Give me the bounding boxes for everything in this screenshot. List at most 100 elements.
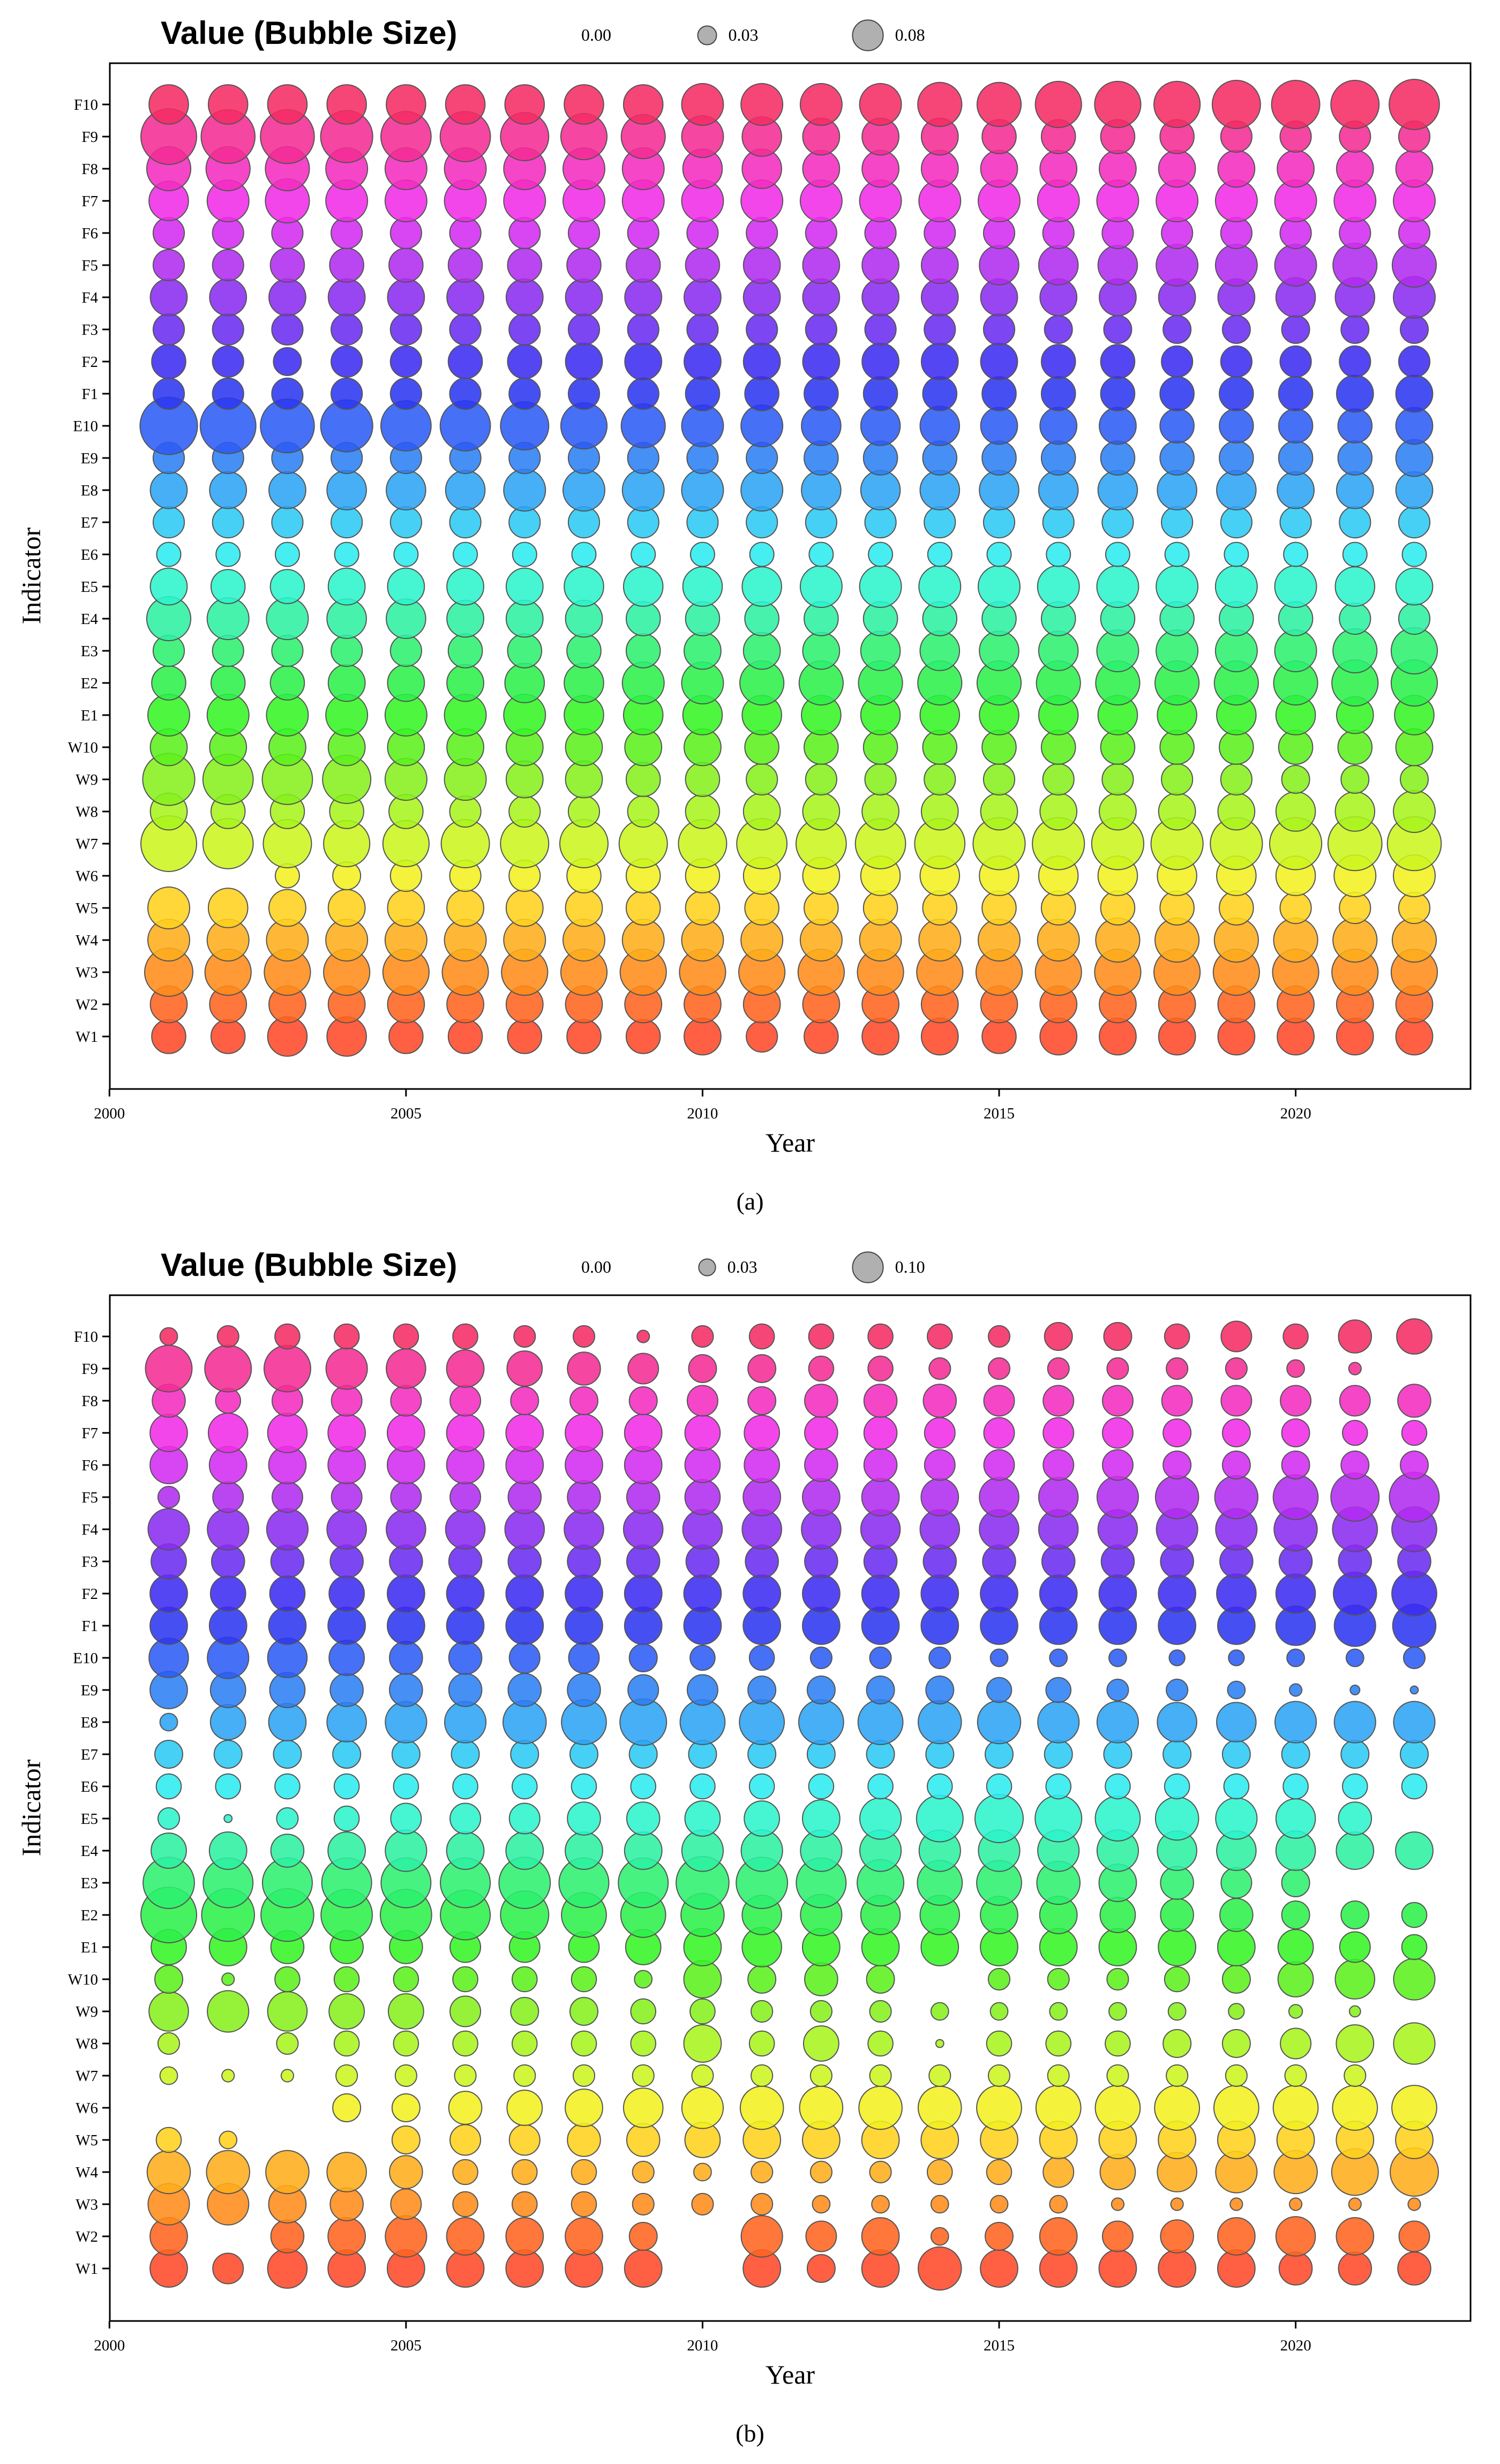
bubble-F7-2007 (505, 1414, 544, 1452)
bubble-E6-2016 (1046, 542, 1071, 567)
bubble-F10-2004 (326, 84, 367, 125)
bubble-E5-2019 (1215, 1797, 1258, 1840)
bubble-E3-2005 (389, 634, 422, 667)
bubble-F5-2010 (685, 247, 721, 283)
y-tick-label: E10 (73, 418, 98, 435)
bubble-E9-2012 (806, 1676, 836, 1704)
bubble-F10-2008 (564, 84, 604, 125)
bubble-W9-2007 (510, 1997, 539, 2026)
bubble-E4-2006 (446, 1831, 485, 1870)
bubble-E5-2003 (269, 569, 305, 604)
bubble-E8-2012 (801, 470, 842, 510)
bubble-E5-2008 (567, 1801, 601, 1836)
bubble-E3-2019 (1220, 1867, 1252, 1899)
bubble-E8-2013 (857, 1699, 904, 1745)
bubble-F10-2011 (748, 1323, 775, 1350)
bubble-W2-2013 (861, 2217, 900, 2256)
bubble-W2-2012 (805, 2220, 837, 2252)
bubble-E8-2021 (1336, 471, 1374, 509)
bubble-W8-2022 (1393, 790, 1436, 833)
bubble-F4-2010 (684, 278, 722, 317)
bubble-F2-2018 (1158, 1574, 1197, 1613)
bubble-E10-2019 (1219, 408, 1254, 444)
bubble-F7-2019 (1221, 1418, 1251, 1447)
bubble-W4-2013 (869, 2160, 892, 2184)
bubble-W4-2020 (1273, 917, 1318, 963)
bubble-F4-2003 (268, 278, 306, 317)
bubble-F1-2001 (152, 377, 185, 410)
bubble-E3-2010 (684, 632, 722, 670)
bubble-F7-2014 (924, 1417, 956, 1449)
bubble-E7-2019 (1221, 1740, 1251, 1769)
bubble-W3-2008 (571, 2191, 597, 2218)
bubble-W8-2019 (1221, 2029, 1251, 2058)
bubble-F7-2013 (863, 1416, 898, 1450)
bubble-W1-2009 (624, 2249, 663, 2288)
y-tick-label: E1 (81, 1939, 98, 1956)
bubble-W1-2020 (1278, 2251, 1313, 2286)
bubble-W3-2009 (632, 2192, 655, 2216)
bubble-F7-2001 (149, 1414, 188, 1452)
bubble-E10-2004 (328, 1640, 365, 1676)
bubble-F4-2004 (326, 1509, 367, 1550)
bubble-F2-2018 (1161, 345, 1194, 378)
bubble-F1-2013 (862, 376, 898, 411)
bubble-W1-2021 (1338, 2251, 1372, 2286)
bubble-E8-2009 (619, 1698, 668, 1746)
bubble-E5-2006 (449, 1802, 482, 1835)
bubble-F5-2002 (212, 1481, 244, 1513)
bubble-W10-2012 (804, 1962, 838, 1996)
bubble-F4-2002 (209, 278, 248, 317)
bubble-F3-2017 (1103, 315, 1132, 344)
bubble-F3-2003 (271, 313, 304, 346)
bubble-W4-2004 (326, 2152, 367, 2192)
bubble-W5-2003 (268, 889, 306, 927)
bubble-W10-2003 (274, 1966, 301, 1993)
bubble-E3-2015 (979, 630, 1019, 671)
bubble-W10-2015 (987, 1967, 1011, 1991)
bubble-E10-2022 (1402, 1646, 1426, 1670)
bubble-W10-2020 (1277, 1961, 1314, 1997)
bubble-W8-2012 (802, 792, 841, 831)
bubble-F8-2019 (1217, 149, 1256, 188)
y-tick-label: E7 (81, 1746, 98, 1763)
bubble-F3-2008 (567, 1544, 601, 1579)
bubble-F8-2008 (569, 1386, 598, 1415)
bubble-F4-2008 (565, 278, 603, 317)
bubble-W2-2005 (385, 2215, 428, 2258)
y-tick-label: W2 (76, 2228, 98, 2245)
bubble-F5-2016 (1038, 1477, 1079, 1518)
bubble-W4-2003 (265, 2150, 310, 2195)
bubble-W5-2007 (508, 2124, 541, 2156)
bubble-F3-2014 (922, 1544, 957, 1579)
y-tick-label: W1 (76, 2260, 98, 2278)
bubble-W5-2006 (446, 889, 484, 927)
bubble-E8-2002 (209, 1704, 246, 1740)
bubble-E5-2009 (622, 566, 664, 607)
bubble-W9-2021 (1348, 2005, 1361, 2018)
bubble-W1-2018 (1158, 1017, 1196, 1056)
bubble-E5-2011 (744, 1800, 781, 1837)
bubble-F5-2010 (684, 1479, 721, 1515)
bubble-F3-2007 (508, 313, 541, 346)
bubble-F5-2004 (329, 247, 364, 283)
bubble-F9-2003 (263, 1344, 311, 1393)
bubble-W5-2001 (147, 887, 190, 929)
bubble-W4-2012 (809, 2160, 832, 2184)
bubble-W9-2017 (1101, 763, 1134, 796)
bubble-E4-2003 (270, 1834, 305, 1868)
bubble-E3-2020 (1281, 1868, 1310, 1897)
bubble-E7-2015 (985, 1740, 1014, 1769)
y-tick-label: W5 (76, 900, 98, 917)
bubble-W7-2020 (1284, 2064, 1307, 2087)
bubble-W8-2013 (867, 2030, 894, 2057)
y-tick-label: F7 (81, 1425, 98, 1442)
bubble-E6-2014 (927, 542, 952, 567)
bubble-E3-2016 (1038, 630, 1079, 671)
bubble-W9-2017 (1108, 2002, 1127, 2021)
bubble-F2-2008 (565, 1574, 603, 1613)
bubble-W1-2015 (981, 1019, 1017, 1054)
bubble-F5-2017 (1097, 245, 1138, 286)
bubble-E5-2018 (1154, 1796, 1199, 1841)
bubble-W7-2004 (335, 2064, 358, 2087)
